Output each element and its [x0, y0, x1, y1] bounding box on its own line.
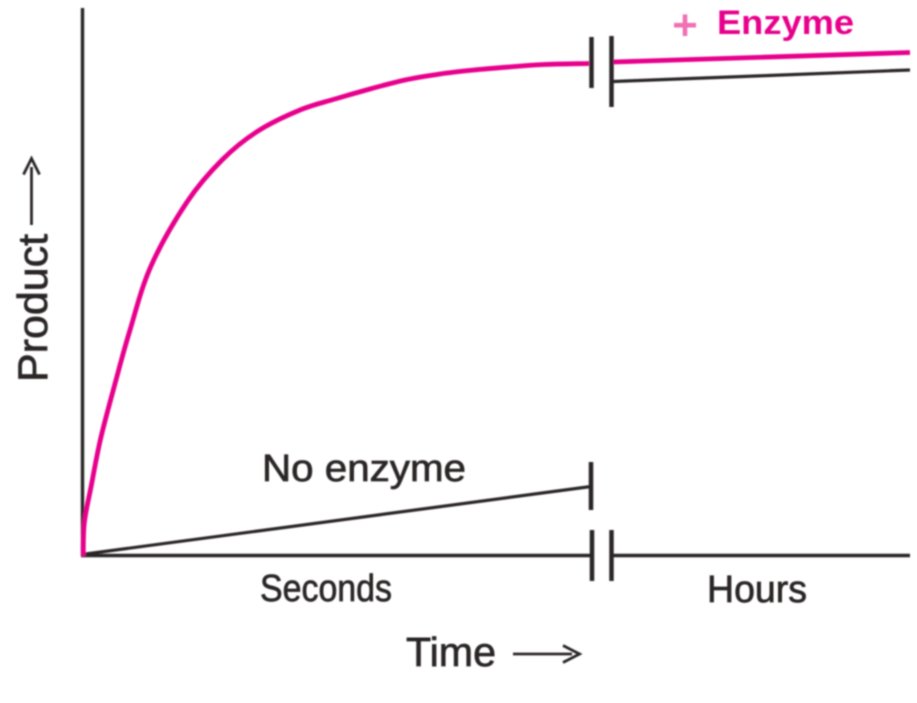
svg-text:Product: Product	[9, 234, 56, 382]
svg-text:Enzyme: Enzyme	[717, 4, 854, 42]
svg-text:No enzyme: No enzyme	[262, 448, 466, 490]
svg-text:Seconds: Seconds	[260, 568, 392, 610]
svg-text:Time: Time	[406, 629, 496, 675]
svg-text:Hours: Hours	[707, 569, 807, 611]
